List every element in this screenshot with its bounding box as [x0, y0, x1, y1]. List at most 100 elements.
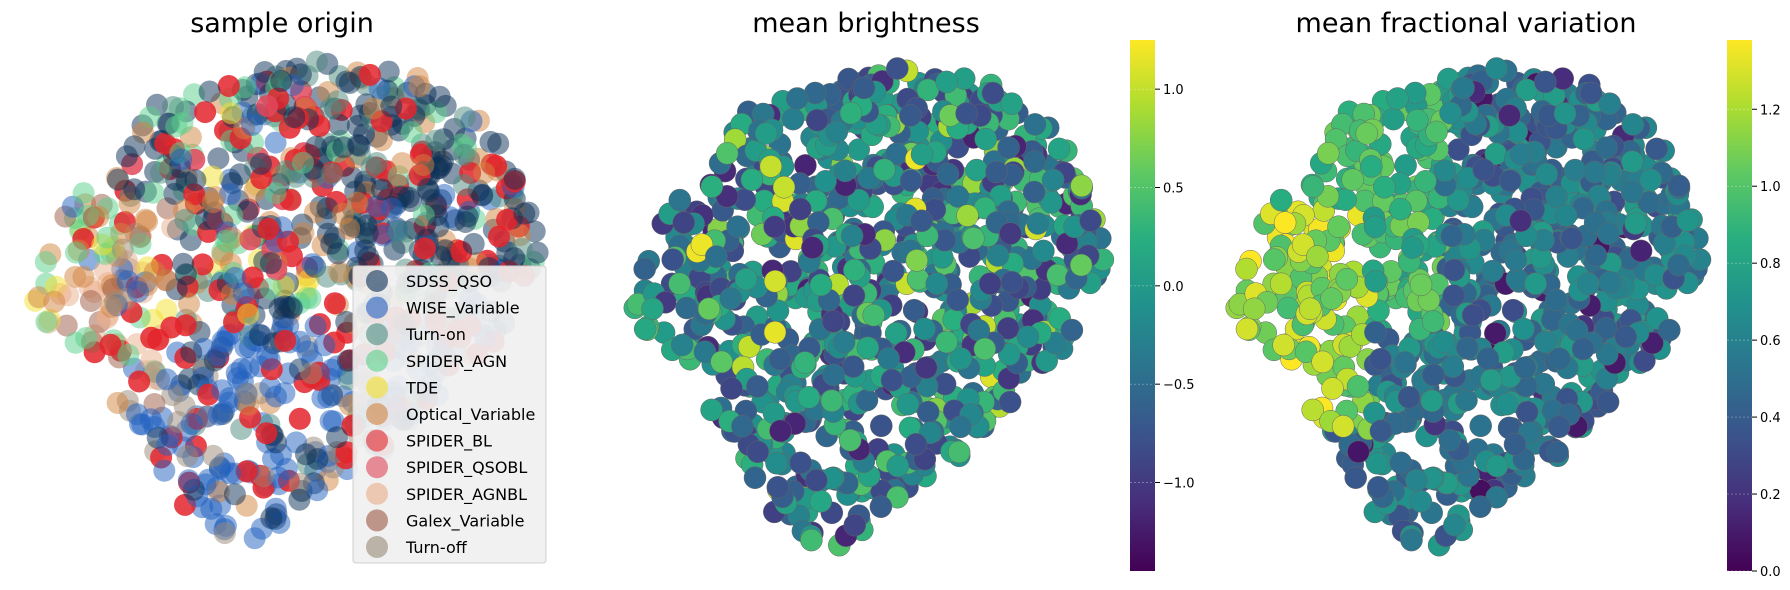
point-mean-fractional-variation [1440, 224, 1463, 248]
point-mean-brightness [877, 347, 900, 370]
point-turn-off [235, 382, 258, 405]
point-sdss-qso [428, 85, 451, 108]
panel-sample-origin: sample origin SDSS_QSO WISE_Variable Turn-… [24, 8, 549, 564]
point-mean-brightness [633, 257, 656, 281]
colorbar-mean-fractional-variation-tick-label: 0.4 [1760, 411, 1781, 426]
point-mean-brightness [797, 386, 821, 409]
point-mean-fractional-variation [1596, 390, 1620, 414]
point-mean-fractional-variation [1263, 248, 1286, 271]
point-sdss-qso [356, 222, 379, 245]
point-sdss-qso [380, 95, 403, 118]
point-mean-brightness [974, 127, 997, 151]
point-wise-variable [206, 344, 229, 367]
point-mean-brightness [842, 284, 866, 307]
point-spider-bl [496, 208, 519, 231]
legend-marker-turn-on [366, 323, 388, 346]
point-spider-qsobl [256, 95, 279, 118]
point-tde [201, 165, 224, 188]
point-mean-fractional-variation [1235, 257, 1258, 281]
point-mean-brightness [965, 158, 988, 182]
point-sdss-qso [371, 178, 393, 201]
point-mean-brightness [869, 495, 893, 518]
point-mean-fractional-variation [1534, 330, 1557, 354]
point-wise-variable [237, 356, 260, 379]
point-mean-fractional-variation [1572, 127, 1596, 151]
point-galex-variable [55, 314, 78, 337]
point-sdss-qso [479, 130, 502, 153]
point-mean-brightness [905, 249, 929, 272]
point-mean-brightness [641, 297, 664, 321]
point-mean-fractional-variation [1476, 347, 1500, 370]
point-mean-fractional-variation [1409, 490, 1433, 513]
point-mean-brightness [785, 87, 809, 110]
point-mean-fractional-variation [1363, 215, 1387, 239]
point-sdss-qso [270, 69, 293, 92]
point-mean-fractional-variation [1389, 197, 1412, 221]
point-turn-on [452, 174, 475, 196]
point-sdss-qso [354, 239, 377, 262]
point-mean-fractional-variation [1438, 428, 1462, 452]
point-mean-fractional-variation [1272, 333, 1295, 357]
point-mean-brightness [949, 415, 972, 439]
point-mean-brightness [841, 355, 865, 378]
point-mean-fractional-variation [1320, 287, 1343, 310]
point-mean-brightness [633, 317, 657, 341]
point-sdss-qso [207, 147, 230, 170]
title-sample-origin: sample origin [190, 8, 374, 39]
point-sdss-qso [184, 169, 207, 192]
point-mean-brightness [1041, 168, 1065, 192]
point-mean-brightness [913, 317, 936, 341]
point-mean-fractional-variation [1598, 270, 1622, 294]
point-spider-agn [264, 182, 287, 205]
legend-label-turn-on: Turn-on [405, 325, 466, 344]
point-spider-bl [358, 63, 381, 86]
point-turn-on [320, 162, 343, 185]
point-mean-fractional-variation [1524, 272, 1547, 295]
point-mean-fractional-variation [1369, 419, 1393, 443]
colorbar-mean-fractional-variation-tick-label: 0.0 [1760, 565, 1781, 580]
point-optical-variable [143, 261, 166, 284]
legend-label-turn-off: Turn-off [405, 538, 468, 557]
point-mean-fractional-variation [1425, 120, 1448, 144]
point-sdss-qso [198, 80, 221, 103]
point-mean-fractional-variation [1341, 168, 1364, 191]
point-mean-brightness [675, 296, 698, 320]
point-spider-agn [400, 121, 423, 144]
point-mean-fractional-variation [1235, 317, 1259, 341]
point-spider-bl [128, 370, 151, 393]
point-mean-fractional-variation [1452, 76, 1475, 100]
point-wise-variable [381, 197, 404, 220]
point-mean-brightness [998, 390, 1022, 414]
point-optical-variable [332, 202, 354, 225]
point-mean-brightness [720, 377, 743, 400]
point-optical-variable [391, 152, 414, 175]
point-spider-agn [142, 181, 165, 204]
point-mean-fractional-variation [1512, 317, 1535, 341]
point-wise-variable [219, 183, 241, 206]
point-sdss-qso [260, 507, 283, 530]
legend-label-spider-agn: SPIDER_AGN [406, 352, 507, 372]
point-sdss-qso [305, 135, 328, 158]
legend-marker-optical-variable [366, 403, 388, 425]
point-mean-brightness [899, 169, 923, 192]
point-mean-brightness [1079, 209, 1102, 232]
point-mean-fractional-variation [1331, 415, 1355, 438]
legend-label-spider-qsobl: SPIDER_QSOBL [406, 458, 527, 478]
point-mean-fractional-variation [1598, 92, 1621, 115]
point-spider-bl [255, 422, 278, 445]
point-sdss-qso [471, 184, 494, 207]
point-spider-agn [72, 182, 95, 205]
point-mean-fractional-variation [1447, 188, 1470, 212]
point-mean-brightness [768, 347, 792, 371]
point-mean-fractional-variation [1621, 113, 1645, 136]
point-mean-fractional-variation [1535, 162, 1558, 186]
point-mean-fractional-variation [1584, 244, 1608, 267]
point-mean-brightness [832, 330, 856, 354]
point-mean-fractional-variation [1346, 375, 1370, 398]
point-wise-variable [301, 253, 324, 276]
point-spider-agn [214, 229, 237, 252]
point-mean-fractional-variation [1382, 107, 1405, 131]
point-mean-brightness [981, 81, 1005, 105]
point-mean-brightness [1022, 180, 1046, 204]
point-mean-brightness [880, 368, 904, 392]
